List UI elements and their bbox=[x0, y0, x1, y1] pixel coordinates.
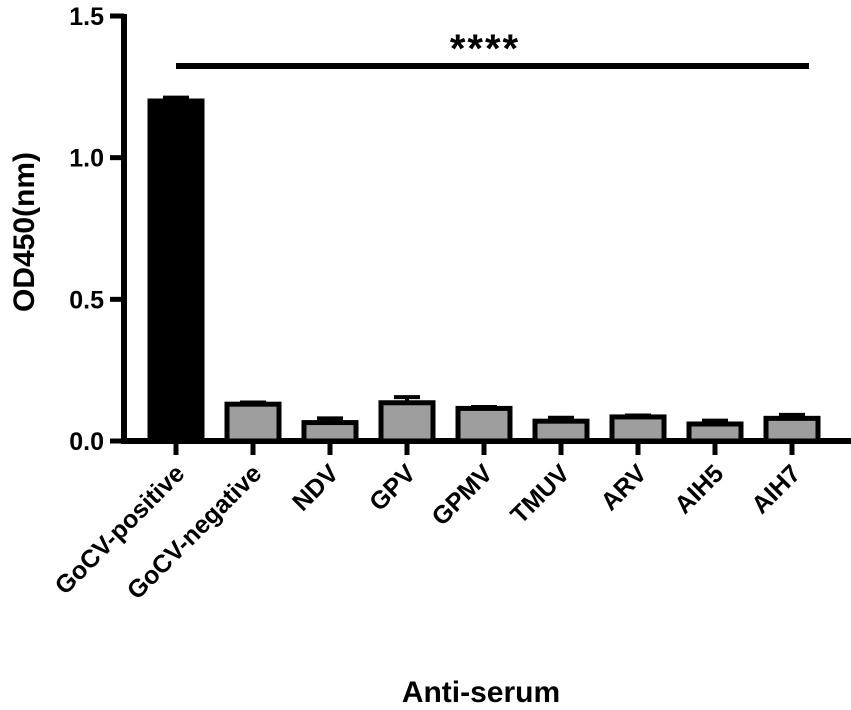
x-tick-label: ARV bbox=[595, 459, 652, 516]
y-axis-label: OD450(nm) bbox=[8, 152, 41, 312]
x-tick-label: AIH7 bbox=[746, 459, 806, 519]
significance-annotation: **** bbox=[176, 27, 809, 71]
y-tick-label: 1.0 bbox=[69, 145, 104, 173]
x-tick-label: AIH5 bbox=[669, 459, 729, 519]
y-axis-ticks: 0.0 0.5 1.0 1.5 bbox=[69, 3, 124, 456]
bar-gpmv bbox=[455, 405, 513, 444]
y-tick-label: 0.5 bbox=[69, 286, 104, 314]
x-tick-label: GPV bbox=[364, 459, 421, 516]
x-axis-label: Anti-serum bbox=[402, 676, 560, 709]
error-bars bbox=[163, 95, 805, 424]
bar-arv bbox=[609, 414, 667, 444]
axes bbox=[121, 14, 851, 444]
y-tick-label: 0.0 bbox=[69, 428, 104, 456]
bar-gocv-positive bbox=[147, 98, 205, 444]
bar-tmuv bbox=[532, 418, 590, 444]
x-tick-label: TMUV bbox=[505, 459, 575, 529]
bar-gpv bbox=[378, 400, 436, 444]
bar-aih5 bbox=[686, 421, 744, 444]
bar-ndv bbox=[301, 420, 359, 444]
bar-aih7 bbox=[763, 415, 821, 444]
x-tick-label: GoCV-negative bbox=[122, 459, 268, 605]
x-tick-label: NDV bbox=[287, 459, 344, 516]
bar-gocv-negative bbox=[224, 401, 282, 444]
bars bbox=[147, 98, 821, 444]
x-tick-label: GoCV-positive bbox=[50, 459, 191, 600]
x-tick-label: GPMV bbox=[426, 459, 498, 531]
significance-label: **** bbox=[450, 27, 520, 71]
y-tick-label: 1.5 bbox=[69, 3, 104, 31]
